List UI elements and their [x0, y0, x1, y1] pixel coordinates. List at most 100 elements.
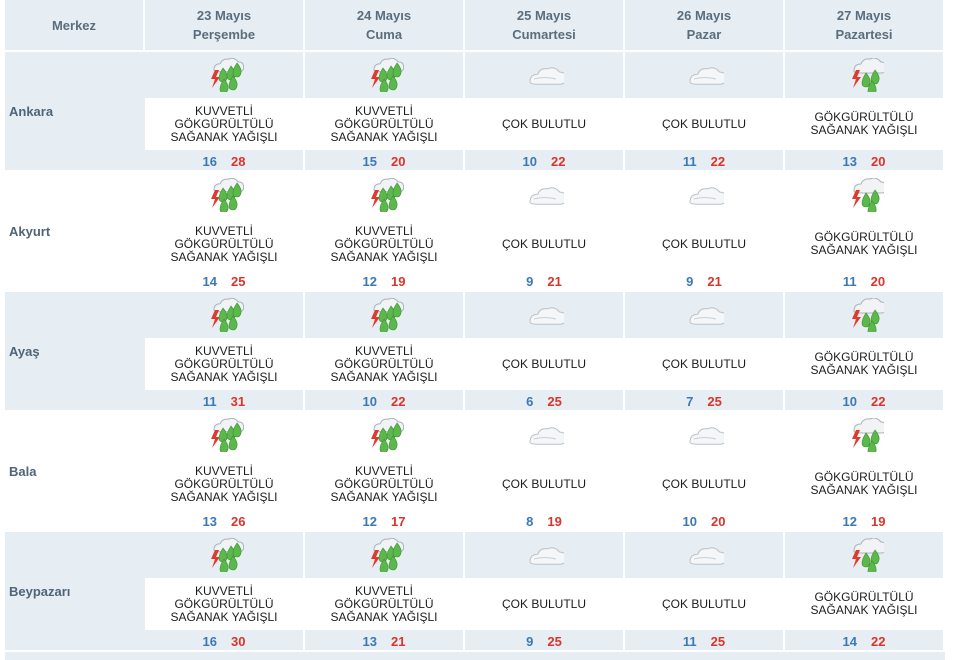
day-header-date: 25 Mayıs — [516, 8, 572, 23]
weather-description-text: ÇOK BULUTLU — [662, 117, 746, 131]
temperature-range: 11 22 — [625, 150, 783, 172]
temp-min: 12 — [362, 273, 377, 289]
day-header-date: 26 Mayıs — [676, 8, 732, 23]
weather-description-line: GÖKGÜRÜLTÜLÜ — [814, 110, 914, 124]
weather-description-line: SAĞANAK YAĞIŞLI — [810, 363, 918, 377]
day-header-weekday: Cumartesi — [512, 27, 576, 42]
weather-description: ÇOK BULUTLU — [465, 458, 623, 510]
temp-max: 17 — [391, 513, 406, 529]
weather-description: ÇOK BULUTLU — [625, 98, 783, 150]
weather-description-line: KUVVETLİ — [354, 103, 414, 118]
weather-description-text: GÖKGÜRÜLTÜLÜ SAĞANAK YAĞIŞLI — [811, 111, 918, 137]
cloudy-icon — [529, 67, 564, 85]
weather-icon-slot — [785, 52, 943, 98]
weather-description: KUVVETLİ GÖKGÜRÜLTÜLÜ SAĞANAK YAĞIŞLI — [305, 458, 463, 510]
forecast-cell: ÇOK BULUTLU 7 25 — [625, 290, 785, 412]
temp-min: 6 — [526, 393, 534, 409]
heavy-thunder-shower-icon — [371, 298, 404, 332]
temp-max: 25 — [231, 273, 246, 289]
weather-description-text: KUVVETLİ GÖKGÜRÜLTÜLÜ SAĞANAK YAĞIŞLI — [330, 344, 438, 384]
temp-max: 28 — [231, 153, 246, 169]
weather-description-line: SAĞANAK YAĞIŞLI — [330, 129, 438, 144]
temperature-range: 12 19 — [305, 270, 463, 292]
temp-min: 7 — [686, 393, 694, 409]
day-header-weekday: Perşembe — [192, 27, 256, 42]
temp-min: 10 — [682, 513, 697, 529]
weather-description-line: KUVVETLİ — [194, 103, 254, 118]
temp-max: 21 — [707, 273, 722, 289]
weather-description-line: SAĞANAK YAĞIŞLI — [170, 249, 278, 264]
weather-description: KUVVETLİ GÖKGÜRÜLTÜLÜ SAĞANAK YAĞIŞLI — [305, 338, 463, 390]
weather-description-line: SAĞANAK YAĞIŞLI — [330, 609, 438, 624]
forecast-cell: ÇOK BULUTLU 11 25 — [625, 530, 785, 652]
weather-icon-slot — [305, 412, 463, 458]
weather-description-line: GÖKGÜRÜLTÜLÜ — [174, 476, 274, 491]
weather-description: ÇOK BULUTLU — [465, 578, 623, 630]
temp-min: 9 — [526, 273, 534, 289]
weather-description-line: KUVVETLİ — [194, 223, 254, 238]
day-header-3: 25 Mayıs Cumartesi — [465, 0, 625, 50]
weather-description: ÇOK BULUTLU — [625, 458, 783, 510]
temp-max: 19 — [871, 513, 886, 529]
weather-description-line: GÖKGÜRÜLTÜLÜ — [334, 356, 434, 371]
weather-icon-slot — [785, 292, 943, 338]
day-header-1: 23 Mayıs Perşembe — [145, 0, 305, 50]
weather-description: GÖKGÜRÜLTÜLÜ SAĞANAK YAĞIŞLI — [785, 458, 943, 510]
heavy-thunder-shower-icon — [211, 538, 244, 572]
temperature-range: 9 25 — [465, 630, 623, 652]
forecast-cell: GÖKGÜRÜLTÜLÜ SAĞANAK YAĞIŞLI 14 22 — [785, 530, 945, 652]
weather-description-text: ÇOK BULUTLU — [662, 597, 746, 611]
temp-max: 25 — [547, 393, 562, 409]
thunder-shower-icon — [852, 58, 884, 92]
temperature-range: 13 26 — [145, 510, 303, 532]
weather-description-line: ÇOK BULUTLU — [501, 596, 587, 611]
temperature-range: 11 20 — [785, 270, 943, 292]
weather-description-text: KUVVETLİ GÖKGÜRÜLTÜLÜ SAĞANAK YAĞIŞLI — [170, 103, 278, 144]
day-header-5: 27 Mayıs Pazartesi — [785, 0, 945, 50]
weather-icon-slot — [785, 532, 943, 578]
temp-min: 13 — [362, 633, 377, 649]
weather-description-line: SAĞANAK YAĞIŞLI — [330, 489, 438, 504]
temp-max: 31 — [230, 393, 246, 409]
temperature-range: 11 25 — [625, 630, 783, 652]
weather-icon-slot — [465, 532, 623, 578]
forecast-cell: ÇOK BULUTLU 9 21 — [625, 170, 785, 292]
forecast-cell: ÇOK BULUTLU 10 20 — [625, 410, 785, 532]
heavy-thunder-shower-icon — [371, 58, 404, 92]
weather-description-line: KUVVETLİ — [194, 343, 254, 358]
weather-description-line: GÖKGÜRÜLTÜLÜ — [174, 236, 274, 251]
day-header-weekday: Pazar — [686, 27, 722, 42]
weather-description-line: SAĞANAK YAĞIŞLI — [170, 129, 278, 144]
forecast-cell: ÇOK BULUTLU 9 25 — [465, 530, 625, 652]
weather-description-text: GÖKGÜRÜLTÜLÜ SAĞANAK YAĞIŞLI — [811, 471, 918, 497]
cloudy-icon — [689, 427, 724, 445]
weather-icon-slot — [625, 532, 783, 578]
forecast-cell: ÇOK BULUTLU 11 22 — [625, 50, 785, 172]
weather-description-text: ÇOK BULUTLU — [502, 237, 586, 251]
weather-icon-slot — [625, 412, 783, 458]
temperature-range: 13 21 — [305, 630, 463, 652]
forecast-cell: ÇOK BULUTLU 6 25 — [465, 290, 625, 412]
forecast-cell: ÇOK BULUTLU 9 21 — [465, 170, 625, 292]
forecast-cell: KUVVETLİ GÖKGÜRÜLTÜLÜ SAĞANAK YAĞIŞLI 16 28 — [145, 50, 305, 172]
city-name: Bala — [5, 410, 145, 530]
temp-max: 26 — [231, 513, 246, 529]
temperature-range: 10 22 — [305, 390, 463, 412]
weather-description: GÖKGÜRÜLTÜLÜ SAĞANAK YAĞIŞLI — [785, 218, 943, 270]
weather-icon-slot — [625, 172, 783, 218]
weather-icon-slot — [465, 292, 623, 338]
weather-description-text: KUVVETLİ GÖKGÜRÜLTÜLÜ SAĞANAK YAĞIŞLI — [170, 223, 278, 264]
weather-description-line: ÇOK BULUTLU — [501, 356, 587, 371]
weather-description-line: KUVVETLİ — [194, 583, 254, 598]
temp-min: 14 — [202, 273, 217, 289]
weather-description-line: GÖKGÜRÜLTÜLÜ — [334, 596, 434, 611]
weather-description-line: GÖKGÜRÜLTÜLÜ — [334, 116, 434, 131]
heavy-thunder-shower-icon — [371, 418, 404, 452]
weather-description-line: GÖKGÜRÜLTÜLÜ — [814, 590, 914, 604]
forecast-cell: GÖKGÜRÜLTÜLÜ SAĞANAK YAĞIŞLI 11 20 — [785, 170, 945, 292]
forecast-cell: KUVVETLİ GÖKGÜRÜLTÜLÜ SAĞANAK YAĞIŞLI 15 20 — [305, 50, 465, 172]
temp-min: 11 — [682, 153, 697, 169]
heavy-thunder-shower-icon — [211, 178, 244, 212]
weather-description-line: SAĞANAK YAĞIŞLI — [170, 369, 278, 384]
weather-description-line: SAĞANAK YAĞIŞLI — [330, 369, 438, 384]
